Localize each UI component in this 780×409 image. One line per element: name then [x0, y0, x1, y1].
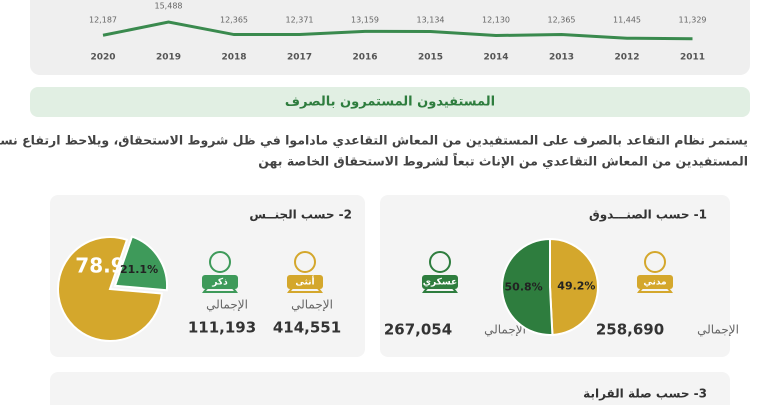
year-label: 2013	[549, 53, 574, 63]
paragraph-line: المستفيدين من المعاش التقاعدي من الإناث …	[258, 152, 748, 169]
year-label: 2011	[680, 53, 705, 63]
year-label: 2014	[483, 53, 508, 63]
pie-label: 50.8%	[505, 281, 543, 294]
total-label: الإجمالي	[484, 323, 526, 337]
total-value: 111,193	[188, 319, 256, 337]
card-title: 3- حسب صلة القرابة	[583, 387, 707, 401]
group-label: ذكر	[211, 278, 228, 288]
value-label: 12,187	[89, 16, 117, 25]
total-label: الإجمالي	[291, 298, 333, 312]
year-label: 2017	[287, 53, 312, 63]
year-label: 2020	[90, 53, 115, 63]
pie-label: 49.2%	[557, 279, 595, 292]
card-title: 2- حسب الجنــس	[249, 208, 352, 222]
group-label: أنثى	[295, 276, 314, 288]
value-label: 12,365	[548, 16, 576, 25]
value-label: 12,365	[220, 16, 248, 25]
person-icon-head	[294, 251, 316, 273]
section-header	[30, 87, 750, 117]
section-title: المستفيدون المستمرون بالصرف	[285, 95, 495, 110]
card-title: 1- حسب الصنـــدوق	[589, 208, 707, 223]
group-label: عسكري	[423, 278, 457, 288]
pie-slice	[113, 235, 169, 292]
paragraph-line: يستمر نظام التقاعد بالصرف على المستفيدين…	[0, 133, 748, 149]
tag-bg	[202, 275, 238, 289]
total-value: 267,054	[384, 321, 452, 339]
total-value: 414,551	[273, 319, 341, 337]
line	[102, 20, 693, 41]
pie-slice	[57, 236, 163, 342]
tag-bg	[422, 275, 458, 289]
pie-slice	[549, 237, 599, 336]
top-panel	[30, 0, 750, 75]
value-label: 12,130	[482, 16, 510, 25]
value-label: 11,329	[679, 16, 707, 25]
value-label: 11,445	[613, 16, 641, 25]
tag-bg	[637, 275, 673, 289]
card	[50, 372, 730, 409]
value-label: 13,134	[417, 16, 445, 25]
total-value: 258,690	[596, 321, 664, 339]
group-label: مدني	[643, 278, 666, 288]
year-label: 2015	[418, 53, 443, 63]
value-label: 12,371	[286, 16, 314, 25]
tag-bg	[287, 275, 323, 289]
year-label: 2019	[156, 53, 181, 63]
person-icon-head	[644, 251, 666, 273]
total-label: الإجمالي	[697, 323, 739, 337]
value-label: 15,488	[155, 2, 183, 11]
pie-label: 21.1%	[120, 263, 158, 276]
year-label: 2012	[614, 53, 639, 63]
person-icon-head	[209, 251, 231, 273]
year-label: 2018	[221, 53, 246, 63]
total-label: الإجمالي	[206, 298, 248, 312]
pie-slice	[501, 237, 554, 336]
person-icon-head	[429, 251, 451, 273]
year-label: 2016	[352, 53, 377, 63]
value-label: 13,159	[351, 16, 379, 25]
